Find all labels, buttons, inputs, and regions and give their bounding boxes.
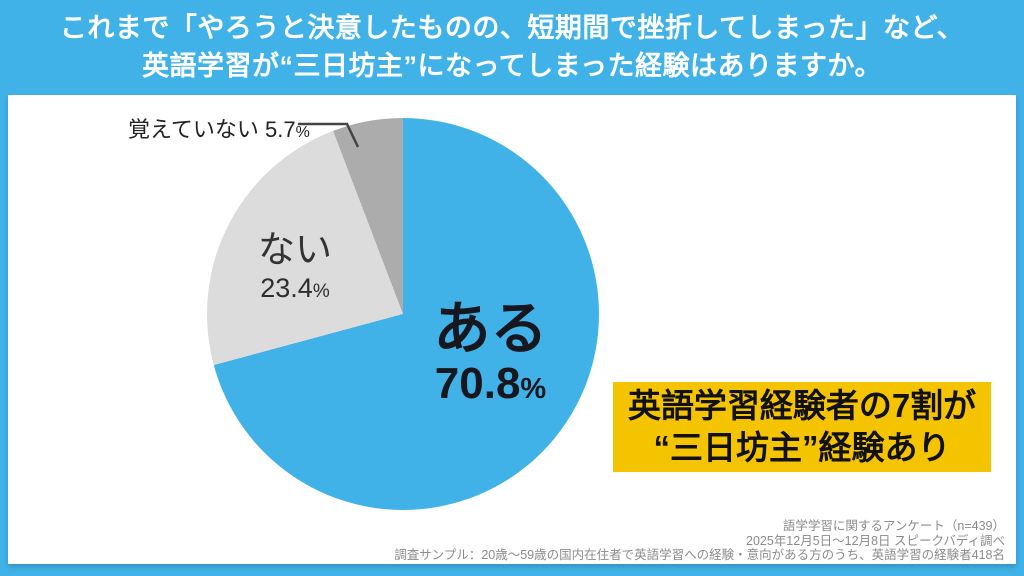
percent-sign: % <box>520 373 547 405</box>
percent-sign: % <box>312 281 330 302</box>
pie-label-oboeteinai-value: 5.7% <box>265 117 310 142</box>
pie-label-oboeteinai-text: 覚えていない <box>128 117 259 142</box>
pie-label-aru-value: 70.8% <box>434 359 547 408</box>
percent-sign: % <box>295 124 310 141</box>
header-question-banner: これまで「やろうと決意したものの、短期間で挫折してしまった」など、 英語学習が“… <box>0 0 1024 95</box>
highlight-callout: 英語学習経験者の7割が “三日坊主”経験あり <box>613 382 991 472</box>
pie-label-aru-text: ある <box>433 297 548 361</box>
pie-label-oboeteinai: 覚えていない 5.7% <box>128 112 310 144</box>
survey-source-line1: 語学学習に関するアンケート（n=439） <box>782 518 1005 533</box>
survey-source-line2: 2025年12月5日～12月8日 スピークバディ調べ <box>746 533 1005 548</box>
header-question-line1: これまで「やろうと決意したものの、短期間で挫折してしまった」など、 <box>59 13 965 43</box>
pie-label-aru: ある 70.8% <box>398 298 583 413</box>
pie-label-nai: ない 23.4% <box>224 228 366 308</box>
pie-label-nai-text: ない <box>258 229 332 270</box>
leader-line <box>298 122 360 148</box>
survey-source-note: 語学学習に関するアンケート（n=439） 2025年12月5日～12月8日 スピ… <box>394 519 1005 563</box>
highlight-callout-line1: 英語学習経験者の7割が <box>627 387 977 424</box>
highlight-callout-line2: “三日坊主”経験あり <box>653 429 951 466</box>
pie-label-nai-value: 23.4% <box>260 273 330 303</box>
header-question-line2: 英語学習が“三日坊主”になってしまった経験はありますか。 <box>141 51 883 81</box>
pie-chart <box>207 118 599 510</box>
survey-source-line3: 調査サンプル：20歳～59歳の国内在住者で英語学習への経験・意向がある方のうち、… <box>394 548 1005 563</box>
